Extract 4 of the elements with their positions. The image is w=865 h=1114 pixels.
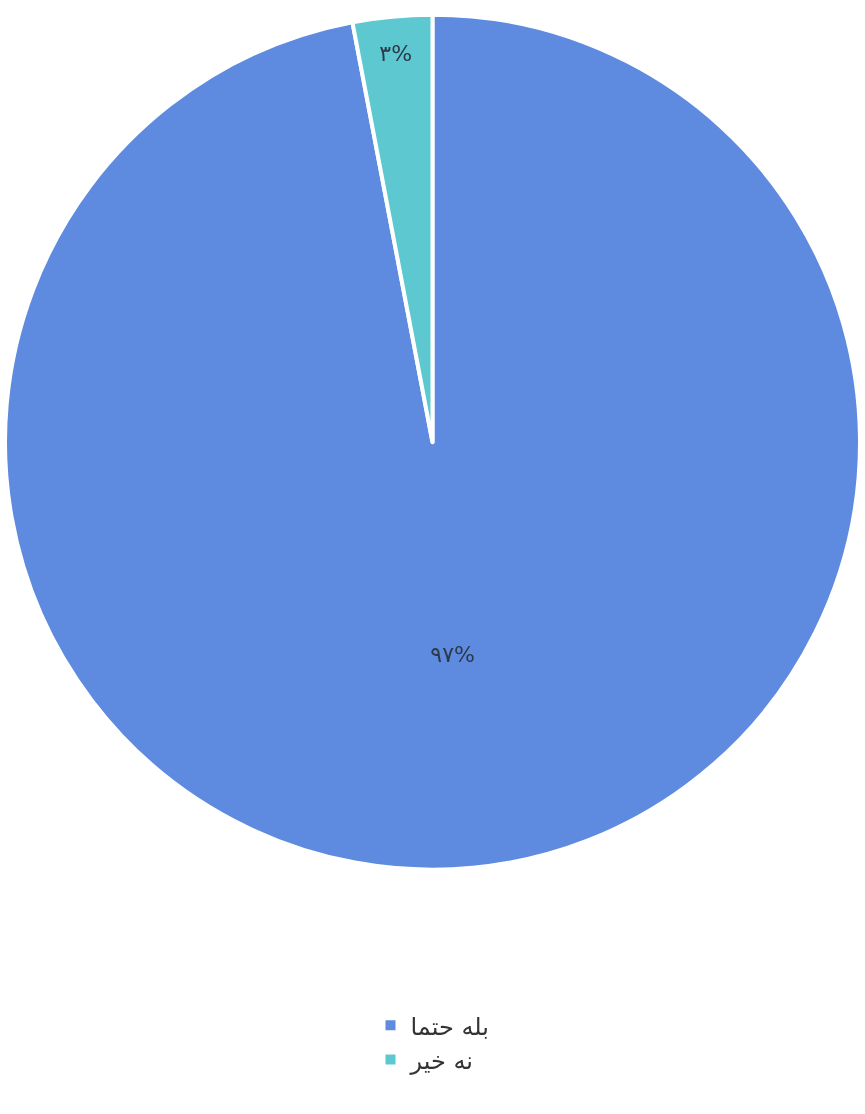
legend-label: نه خیر <box>409 1046 473 1075</box>
legend-label: بله حتما <box>410 1012 489 1041</box>
data-label: ۹۷% <box>430 642 475 668</box>
data-label: ۳% <box>379 40 413 66</box>
